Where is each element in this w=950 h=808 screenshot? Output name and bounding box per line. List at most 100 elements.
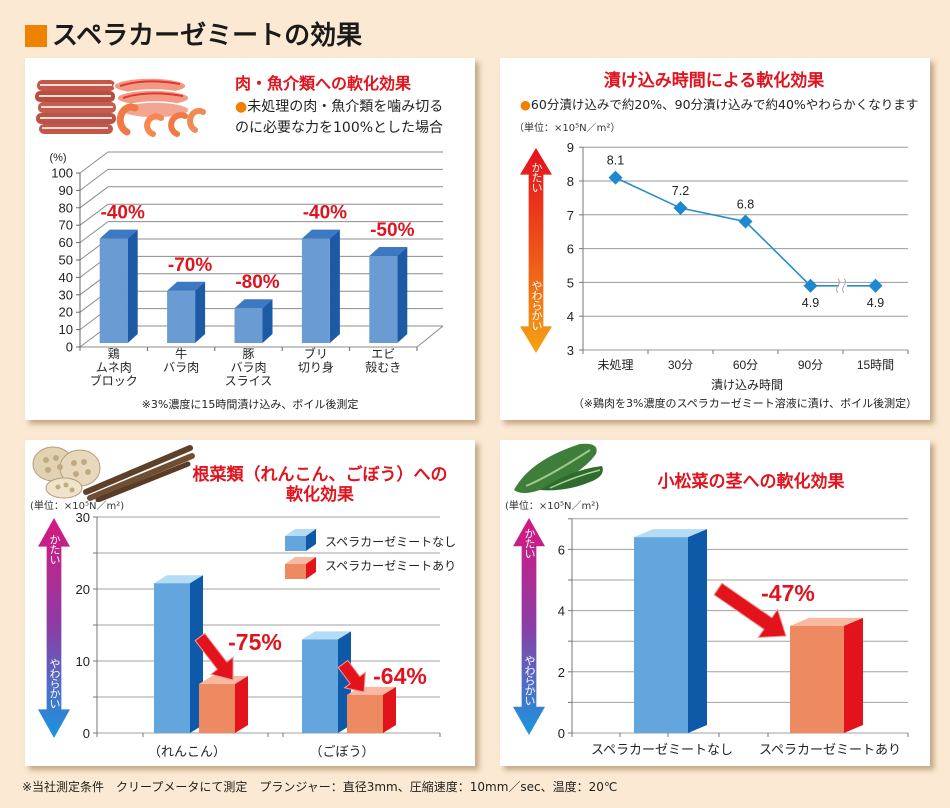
bar-top [790,617,863,626]
burdock-image [83,445,195,502]
gridline [79,168,443,191]
hardness-scale-arrow: かたい やわらかい [38,518,70,738]
bar-front [154,583,190,733]
legend-swatch-with [285,557,316,579]
hard-label: かたい [523,528,536,558]
y-tick-label: 30 [76,510,90,525]
legend-swatch-without [285,529,316,551]
bar-top [634,529,707,538]
y-tick-label: 50 [59,253,73,268]
x-category-label: （れんこん） [147,745,226,760]
bar-front [167,290,196,343]
panel-title-line: 根菜類（れんこん、ごぼう）への [192,465,448,485]
panel-subtitle: ●60分漬け込みで約20%、90分漬け込みで約40%やわらかくなります [520,97,918,113]
reduction-label: -47% [761,580,815,606]
reduction-arrow [713,582,787,639]
x-category-label: 牛 [175,346,187,361]
soft-label: やわらかい [530,280,543,330]
lotus-root-image [32,446,101,499]
x-category-label: 鶏 [108,347,120,361]
bar-top [199,676,248,685]
x-category-label: スペラカーゼミートなし [590,743,734,758]
y-tick-label: 3 [567,343,574,358]
y-tick-label: 20 [76,582,90,597]
x-category-label: ブリ [304,346,328,361]
bar-side [688,529,707,733]
subtitle-text: 60分漬け込みで約20%、90分漬け込みで約40%やわらかくなります [530,97,919,112]
y-tick-label: 10 [76,654,90,669]
data-label: 7.2 [672,184,689,198]
data-label: 4.9 [867,296,884,310]
panel-root-vegetables: 根菜類（れんこん、ごぼう）への 軟化効果 (単位：×10⁵N／m²) かたい や… [25,440,475,766]
y-tick-label: 40 [59,270,73,285]
chart-note: （※鶏肉を3%濃度のスペラカーゼミート溶液に漬け、ボイル後測定） [572,397,918,410]
reduction-label: -75% [228,629,282,655]
bar-side [195,281,206,343]
y-tick-label: 10 [59,322,73,337]
x-category-label: 豚 [242,347,254,361]
y-tick-label: 4 [567,309,574,324]
bar-front [634,537,688,733]
y-tick-label: 8 [567,174,574,189]
unit-label: (単位：×10⁵N／m²) [30,501,125,512]
bar-front [99,238,128,343]
data-label: -70% [168,255,212,276]
legend-label-without: スペラカーゼミートなし [325,535,457,549]
gridline [79,186,443,209]
bar-front [347,694,383,733]
data-label: 8.1 [607,154,624,168]
legend-swatch-with-front [285,564,306,579]
hardness-scale-arrow: かたい やわらかい [520,148,552,353]
panel-title: 肉・魚介類への軟化効果 [235,74,412,93]
komatsuna-image [514,443,603,493]
panel-title: 漬け込み時間による軟化効果 [603,71,825,91]
panel-komatsuna: 小松菜の茎への軟化効果 (単位：×10⁵N／m²) かたい やわらかい 0 2 4 6… [500,440,930,766]
measurement-conditions-footnote: ※当社測定条件 クリープメータにて測定 プランジャー：直径3mm、圧縮速度：10… [22,780,618,794]
y-tick-label: 6 [567,242,574,257]
y-tick-label: 9 [567,140,574,155]
x-category-label: スペラカーゼミートあり [758,743,902,758]
x-category-label: （ごぼう） [309,745,375,760]
meat-seafood-image [35,77,206,137]
data-point [673,201,688,216]
bar-front [302,639,338,733]
bar [301,229,340,343]
y-tick-label: 0 [83,726,90,741]
data-label: 4.9 [802,296,819,310]
panel-meat-seafood: 肉・魚介類への軟化効果 ●未処理の肉・魚介類を噛み切る のに必要な力を100%と… [25,58,475,420]
bar-front [790,625,844,733]
bar-front [301,238,330,343]
bar-side [262,299,273,343]
panel-title: 小松菜の茎への軟化効果 [657,472,845,492]
bar [790,617,863,733]
bar [234,299,273,343]
bar [167,281,206,343]
bar [634,529,707,733]
y-tick-label: 90 [59,183,73,198]
bar-front [369,256,398,343]
bar-front [234,308,263,343]
bar-side [329,229,340,343]
y-tick-label: 70 [59,218,73,233]
bar-top [301,229,340,239]
gridline [79,151,443,174]
bar-side [235,676,248,733]
komatsuna-bar-chart: 0 2 4 6 -47% [558,518,909,741]
reduction-arrow [194,632,234,681]
shrimp-image [116,103,206,137]
data-label: -80% [235,272,279,293]
x-category-label: ムネ肉 [96,361,132,375]
y-tick-label: 5 [567,275,574,290]
salmon-image [113,77,190,119]
hardness-scale-arrow: かたい やわらかい [513,518,545,735]
axis-break-mark [836,278,840,294]
y-tick-label: 0 [558,726,565,741]
soft-label: やわらかい [523,655,536,705]
y-tick-label: 100 [51,166,73,181]
bar-side [844,617,863,733]
legend-swatch-without-front [285,536,306,551]
data-point [868,278,883,293]
reduction-arrow [337,659,366,693]
series-line [615,176,876,287]
panel-title-line: 軟化効果 [286,485,354,505]
